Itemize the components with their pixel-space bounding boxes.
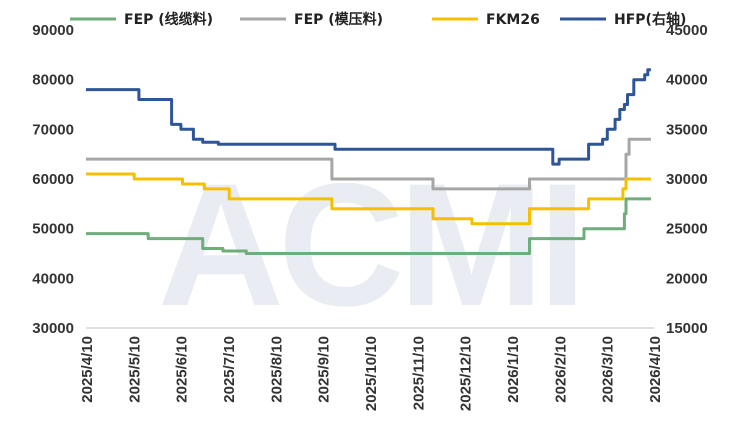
right-axis-tick-label: 20000 <box>666 270 708 287</box>
right-axis-tick-label: 25000 <box>666 221 708 238</box>
x-axis-tick-label: 2025/12/10 <box>458 336 475 411</box>
series-line-1 <box>86 197 651 255</box>
right-axis-tick-label: 35000 <box>666 121 708 138</box>
x-axis-tick-label: 2025/8/10 <box>268 336 285 403</box>
left-axis-tick-label: 40000 <box>32 270 74 287</box>
left-axis-tick-label: 80000 <box>32 72 74 89</box>
x-axis-tick-label: 2025/6/10 <box>174 336 191 403</box>
series-line-3 <box>86 172 651 226</box>
series-line-2 <box>86 137 651 191</box>
legend-label: FKM26 <box>486 12 540 28</box>
x-axis-tick-label: 2025/5/10 <box>126 336 143 403</box>
chart-axes: 30000 40000 50000 60000 70000 80000 90000 15000… <box>32 22 707 411</box>
x-axis-tick-label: 2025/9/10 <box>316 336 333 403</box>
chart-legend: FEP (线缆料) FEP (模压料) FKM26 HFP(右轴) <box>70 11 686 28</box>
legend-label: FEP (模压料) <box>294 11 383 28</box>
series-line-4 <box>86 68 651 166</box>
left-axis-tick-label: 70000 <box>32 121 74 138</box>
watermark-text: ACMI <box>158 148 581 343</box>
right-axis-tick-label: 15000 <box>666 320 708 337</box>
legend-label: HFP(右轴) <box>614 11 686 28</box>
left-axis-tick-label: 90000 <box>32 22 74 39</box>
watermark: ACMI <box>158 148 587 343</box>
x-axis-tick-label: 2026/2/10 <box>552 336 569 403</box>
right-axis-tick-label: 30000 <box>666 171 708 188</box>
left-axis-tick-label: 60000 <box>32 171 74 188</box>
x-axis-tick-label: 2025/10/10 <box>363 336 380 411</box>
x-axis-tick-label: 2025/4/10 <box>79 336 96 403</box>
x-axis-tick-label: 2026/1/10 <box>505 336 522 403</box>
right-axis-tick-label: 45000 <box>666 22 708 39</box>
x-axis-tick-label: 2026/3/10 <box>600 336 617 403</box>
legend-label: FEP (线缆料) <box>124 11 213 28</box>
x-axis-tick-label: 2025/11/10 <box>410 336 427 410</box>
x-axis-tick-label: 2026/4/10 <box>647 336 664 403</box>
x-axis-tick-label: 2025/7/10 <box>221 336 238 403</box>
right-axis-tick-label: 40000 <box>666 72 708 89</box>
chart-series <box>86 68 651 255</box>
left-axis-tick-label: 30000 <box>32 320 74 337</box>
left-axis-tick-label: 50000 <box>32 221 74 238</box>
